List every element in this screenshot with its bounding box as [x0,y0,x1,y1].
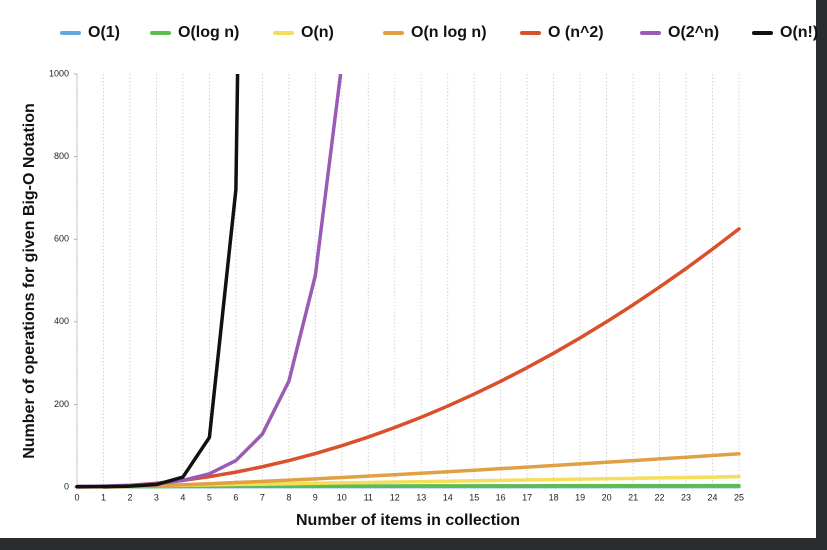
x-tick-label: 17 [522,492,532,502]
x-tick-label: 25 [734,492,744,502]
plot [75,74,741,489]
x-tick-label: 18 [549,492,559,502]
x-tick-label: 24 [708,492,718,502]
x-axis-label: Number of items in collection [296,512,520,529]
x-tick-label: 7 [260,492,265,502]
x-tick-label: 1 [101,492,106,502]
x-tick-label: 23 [681,492,691,502]
x-tick-label: 19 [575,492,585,502]
y-tick-label: 400 [54,316,69,326]
x-tick-label: 10 [337,492,347,502]
x-tick-label: 6 [233,492,238,502]
x-tick-label: 20 [602,492,612,502]
legend-label: O(log n) [178,24,239,41]
x-tick-label: 14 [443,492,453,502]
series-line [101,452,741,489]
x-tick-label: 5 [207,492,212,502]
x-tick-label: 3 [154,492,159,502]
x-tick-label: 12 [390,492,400,502]
series-line [75,74,240,489]
x-tick-label: 4 [180,492,185,502]
x-tick-label: 15 [469,492,479,502]
legend-label: O(2^n) [668,24,719,41]
y-tick-label: 600 [54,234,69,244]
y-tick-label: 200 [54,399,69,409]
slide [0,0,816,538]
x-tick-label: 8 [286,492,291,502]
x-tick-label: 16 [496,492,506,502]
legend-label: O(1) [88,24,120,41]
x-tick-label: 22 [655,492,665,502]
y-tick-label: 0 [64,481,69,491]
legend-label: O (n^2) [548,24,604,41]
y-tick-label: 800 [54,151,69,161]
x-tick-label: 0 [74,492,79,502]
legend-label: O(n!) [780,24,818,41]
x-tick-label: 11 [364,492,373,502]
x-tick-label: 13 [416,492,426,502]
legend-label: O(n) [301,24,334,41]
x-tick-label: 9 [313,492,318,502]
y-tick-label: 1000 [49,68,69,78]
x-tick-label: 21 [628,492,638,502]
x-tick-label: 2 [127,492,132,502]
legend-label: O(n log n) [411,24,487,41]
y-axis-label: Number of operations for given Big-O Not… [21,103,38,459]
